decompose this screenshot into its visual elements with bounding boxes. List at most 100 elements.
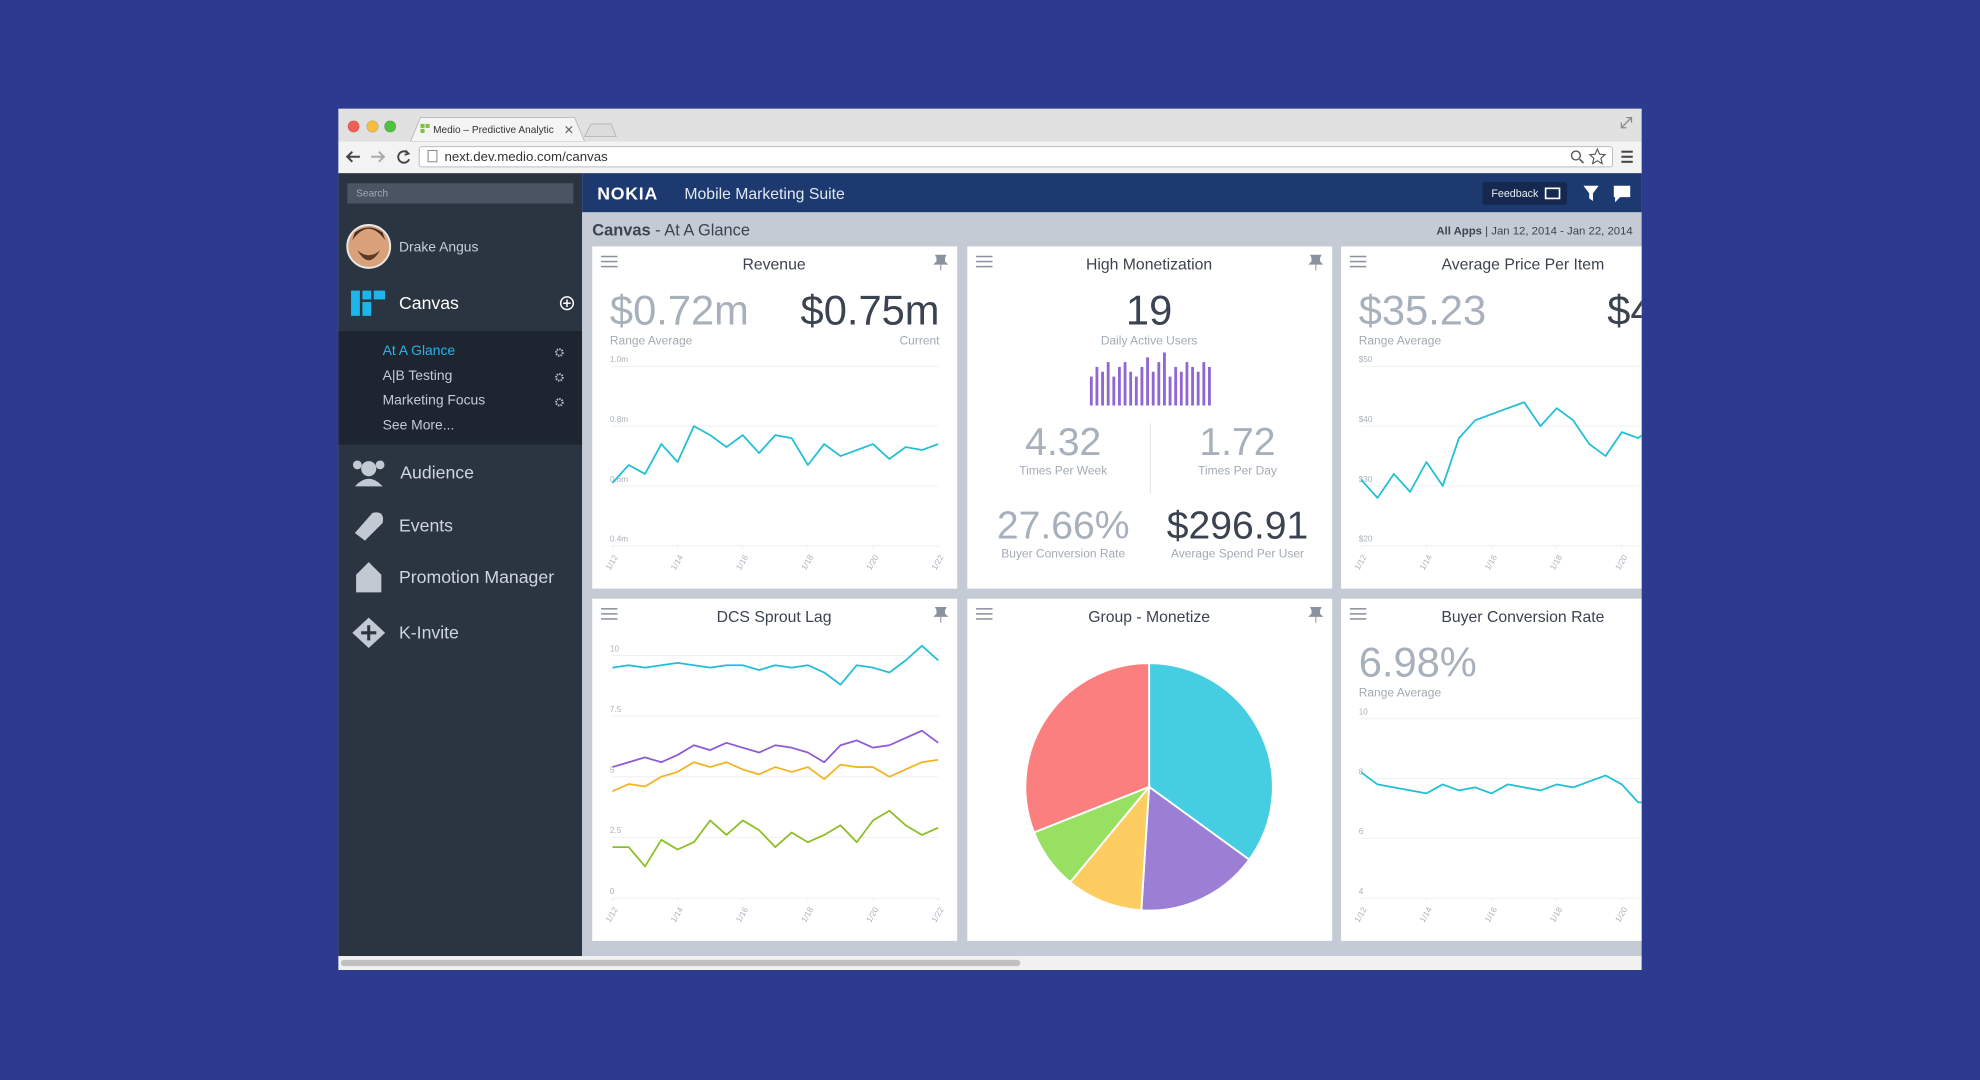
widget-menu[interactable]: [1349, 265, 1367, 268]
canvas-icon: [362, 301, 372, 316]
y-tick-label: 0.8m: [610, 415, 628, 424]
widget-menu[interactable]: [601, 608, 618, 610]
bar: [1140, 366, 1144, 406]
widget-title: DCS Sprout Lag: [717, 609, 832, 626]
url[interactable]: next.dev.medio.com/canvas: [444, 149, 608, 164]
y-tick-label: 0.4m: [610, 535, 628, 544]
user-name: Drake Angus: [399, 238, 479, 254]
back-button[interactable]: [345, 150, 360, 163]
sidebar: [338, 173, 583, 957]
widget-menu[interactable]: [976, 255, 993, 258]
canvas-item[interactable]: Marketing Focus: [383, 392, 486, 408]
stat-value: 19: [1126, 286, 1172, 333]
search-placeholder[interactable]: Search: [356, 189, 388, 200]
widget-menu[interactable]: [1349, 608, 1367, 610]
bar: [1208, 366, 1211, 406]
canvas-list: [338, 331, 583, 445]
widget-menu[interactable]: [601, 255, 618, 258]
widget-pin[interactable]: [1308, 254, 1324, 271]
widget-menu[interactable]: [601, 618, 618, 620]
bar: [1157, 362, 1161, 406]
canvas-settings[interactable]: [555, 397, 564, 407]
widget-card: [592, 598, 958, 941]
y-tick-label: 10: [610, 644, 620, 653]
restore-icon: [1620, 116, 1633, 129]
nav-item[interactable]: K-Invite: [399, 623, 459, 643]
nav-item[interactable]: Audience: [400, 462, 474, 482]
bar: [1151, 371, 1155, 406]
address-bar[interactable]: [418, 146, 1614, 168]
line-series: [1360, 401, 1642, 499]
menu-icon[interactable]: [1621, 155, 1633, 158]
widget-menu[interactable]: [1349, 618, 1367, 620]
widget-menu[interactable]: [601, 260, 618, 263]
scrollbar-thumb[interactable]: [340, 959, 1021, 967]
stat-label: Range Average: [610, 333, 693, 347]
feedback-label[interactable]: Feedback: [1491, 188, 1539, 200]
search-box[interactable]: [347, 183, 574, 204]
reload-button[interactable]: [397, 149, 411, 164]
widget-menu[interactable]: [1349, 613, 1367, 615]
nav-icon: [354, 512, 384, 541]
stat-label: Times Per Day: [1198, 463, 1277, 477]
widget-pin[interactable]: [933, 607, 949, 623]
date-filter[interactable]: All Apps | Jan 12, 2014 - Jan 22, 2014: [1436, 225, 1632, 237]
menu-icon[interactable]: [1621, 150, 1633, 153]
new-tab[interactable]: [583, 123, 617, 137]
stat-value: 1.72: [1199, 421, 1275, 464]
widget-menu[interactable]: [976, 608, 993, 610]
bar: [1146, 357, 1149, 406]
icon-part: [361, 461, 377, 477]
canvas-item[interactable]: At A Glance: [383, 342, 456, 358]
filter-button[interactable]: [1583, 185, 1599, 201]
icon-part: [352, 460, 362, 470]
bar: [1101, 371, 1104, 406]
stat-value: 6.98%: [1359, 639, 1477, 686]
bar: [1095, 366, 1099, 406]
widget: Group - Monetize: [967, 598, 1333, 941]
canvas-item[interactable]: A|B Testing: [383, 367, 453, 383]
y-tick-label: 10: [1359, 708, 1369, 717]
tab-close[interactable]: [565, 126, 573, 134]
stat-value: $0.72m: [610, 286, 749, 333]
widget-pin[interactable]: [933, 254, 949, 271]
nav-canvas[interactable]: Canvas: [399, 293, 459, 313]
widget-menu[interactable]: [601, 613, 618, 615]
widget-menu[interactable]: [976, 618, 993, 620]
widget-menu[interactable]: [1349, 255, 1367, 258]
canvas-icon: [362, 290, 372, 300]
add-canvas[interactable]: [559, 296, 575, 311]
y-tick-label: 6: [1359, 827, 1364, 836]
widget-menu[interactable]: [976, 613, 993, 615]
widget-menu[interactable]: [976, 260, 993, 263]
widget-menu[interactable]: [976, 265, 993, 268]
pie-slice: [1148, 662, 1274, 861]
widget-pin[interactable]: [1308, 607, 1324, 623]
canvas-item[interactable]: See More...: [383, 417, 455, 433]
date-range: | Jan 12, 2014 - Jan 22, 2014: [1482, 225, 1633, 237]
bar: [1123, 362, 1127, 406]
window-button[interactable]: [384, 120, 397, 133]
tab-title-group: Medio – Predictive Analytic: [433, 125, 554, 136]
widget-title: Average Price Per Item: [1442, 257, 1605, 274]
canvas-settings[interactable]: [555, 373, 564, 382]
widget-menu[interactable]: [601, 265, 618, 268]
menu-icon[interactable]: [1621, 160, 1633, 163]
chat-button[interactable]: [1613, 185, 1631, 203]
widget-card: [592, 246, 958, 589]
window-button[interactable]: [347, 120, 360, 133]
nav-item[interactable]: Promotion Manager: [399, 567, 554, 587]
y-tick-label: $40: [1359, 415, 1373, 424]
nav-item[interactable]: Events: [399, 515, 453, 535]
avatar: [346, 223, 392, 269]
star-icon[interactable]: [1588, 147, 1607, 165]
forward-button[interactable]: [371, 150, 386, 163]
widget-menu[interactable]: [1349, 260, 1367, 263]
stat-label: Range Average: [1359, 686, 1442, 700]
line-series: [612, 644, 939, 686]
canvas-settings[interactable]: [555, 348, 564, 357]
window-button[interactable]: [366, 120, 379, 133]
